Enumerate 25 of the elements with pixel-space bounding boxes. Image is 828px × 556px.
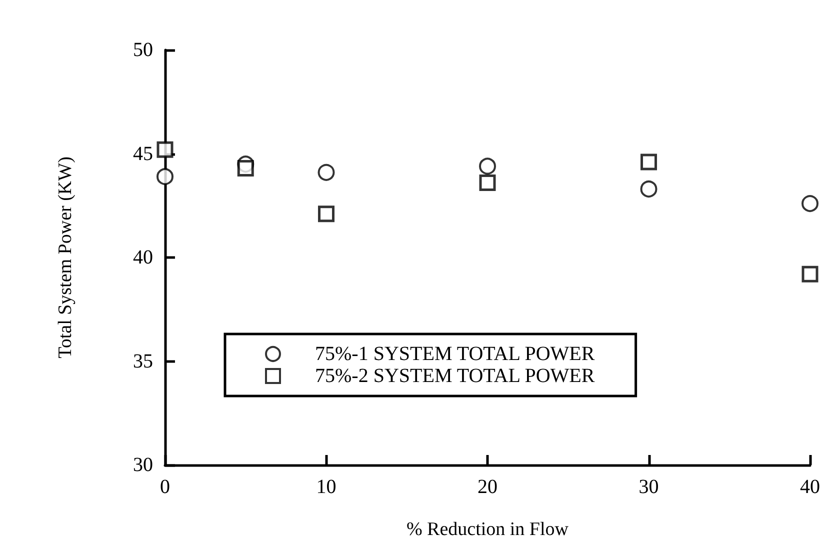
point xyxy=(237,160,254,177)
point xyxy=(479,174,496,192)
point xyxy=(640,154,657,170)
y-tick-label: 45 xyxy=(133,142,153,165)
legend-label: 75%-1 SYSTEM TOTAL POWER xyxy=(315,343,596,365)
point xyxy=(802,266,818,282)
point xyxy=(318,164,335,181)
x-tick-label: 0 xyxy=(160,476,170,498)
y-tick-label: 50 xyxy=(133,39,153,61)
x-tick-label: 10 xyxy=(316,476,336,498)
legend-label: 75%-2 SYSTEM TOTAL POWER xyxy=(315,365,596,387)
y-tick-label: 30 xyxy=(133,454,153,476)
x-tick-label: 20 xyxy=(478,476,498,498)
x-tick-label: 30 xyxy=(638,476,659,498)
point xyxy=(318,206,334,222)
x-tick-label: 40 xyxy=(800,476,820,498)
point xyxy=(156,168,174,186)
point xyxy=(640,180,658,198)
point xyxy=(479,158,496,175)
point xyxy=(156,141,174,158)
y-axis-title: Total System Power (KW) xyxy=(55,156,76,358)
x-axis-title: % Reduction in Flow xyxy=(406,519,569,540)
y-tick-label: 35 xyxy=(133,350,153,372)
y-tick-label: 40 xyxy=(133,246,153,268)
point xyxy=(802,195,818,212)
